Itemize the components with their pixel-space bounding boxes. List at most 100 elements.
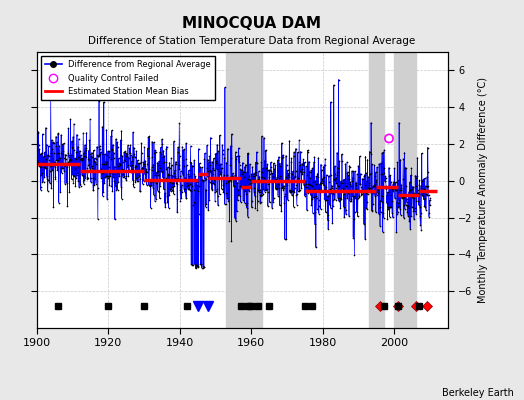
Point <box>301 193 309 199</box>
Point <box>287 155 296 161</box>
Point <box>133 166 141 173</box>
Point <box>119 166 127 173</box>
Point <box>412 198 421 204</box>
Point <box>411 175 420 181</box>
Point <box>115 160 123 166</box>
Point <box>184 167 193 174</box>
Point <box>46 167 54 174</box>
Point <box>148 154 157 160</box>
Point <box>270 160 278 166</box>
Point <box>354 213 362 220</box>
Point <box>325 179 333 185</box>
Point <box>114 144 122 150</box>
Point <box>319 175 328 181</box>
Point <box>126 150 134 156</box>
Point <box>219 146 227 153</box>
Point <box>54 130 63 136</box>
Point <box>109 142 117 148</box>
Point <box>261 148 270 154</box>
Point <box>73 131 81 138</box>
Point <box>183 182 191 189</box>
Point <box>159 160 167 166</box>
Point <box>224 146 232 152</box>
Point <box>170 170 178 176</box>
Point <box>74 178 82 184</box>
Point <box>253 207 261 213</box>
Point <box>152 169 161 175</box>
Point <box>272 176 280 182</box>
Point <box>44 177 52 184</box>
Point <box>53 150 62 156</box>
Point <box>263 186 271 192</box>
Point <box>83 174 92 181</box>
Point <box>220 172 228 178</box>
Point <box>75 154 83 160</box>
Point <box>139 164 147 171</box>
Point <box>337 151 346 158</box>
Point <box>409 184 417 190</box>
Point <box>316 189 324 196</box>
Point <box>143 169 151 175</box>
Point <box>406 179 414 185</box>
Point <box>187 143 195 149</box>
Point <box>263 161 271 167</box>
Point <box>230 182 238 189</box>
Point <box>120 149 128 156</box>
Point <box>75 184 83 190</box>
Point <box>83 173 91 180</box>
Point <box>37 184 45 190</box>
Point <box>417 183 425 189</box>
Point <box>282 162 291 168</box>
Point <box>64 152 73 159</box>
Point <box>133 178 141 184</box>
Point <box>374 190 382 196</box>
Point <box>216 161 225 167</box>
Point <box>93 184 102 191</box>
Point <box>254 198 262 204</box>
Point <box>125 167 133 174</box>
Point <box>177 168 185 174</box>
Point <box>224 178 232 184</box>
Point <box>184 186 192 192</box>
Point <box>263 166 271 173</box>
Point <box>167 188 175 194</box>
Point <box>140 171 149 177</box>
Point <box>143 161 151 167</box>
Point <box>187 159 195 166</box>
Point <box>191 265 200 272</box>
Point <box>271 162 279 168</box>
Point <box>209 180 217 186</box>
Point <box>39 179 48 185</box>
Point <box>361 182 369 188</box>
Point <box>203 142 211 149</box>
Point <box>226 177 234 184</box>
Point <box>327 190 335 196</box>
Point <box>356 153 364 160</box>
Point <box>241 182 249 188</box>
Point <box>344 172 353 179</box>
Point <box>247 185 255 192</box>
Point <box>113 139 122 145</box>
Point <box>415 181 423 188</box>
Point <box>368 161 376 168</box>
Point <box>280 193 289 200</box>
Point <box>361 171 369 178</box>
Point <box>141 158 149 164</box>
Point <box>262 147 270 153</box>
Point <box>192 264 201 270</box>
Point <box>96 149 105 156</box>
Point <box>234 187 242 193</box>
Point <box>99 150 107 157</box>
Point <box>180 188 189 195</box>
Point <box>347 188 356 194</box>
Point <box>54 199 63 206</box>
Point <box>57 150 65 156</box>
Point <box>363 206 371 212</box>
Point <box>223 179 232 185</box>
Point <box>33 144 41 150</box>
Point <box>213 185 222 192</box>
Point <box>192 186 201 193</box>
Point <box>77 182 85 189</box>
Point <box>373 192 381 198</box>
Point <box>36 162 44 169</box>
